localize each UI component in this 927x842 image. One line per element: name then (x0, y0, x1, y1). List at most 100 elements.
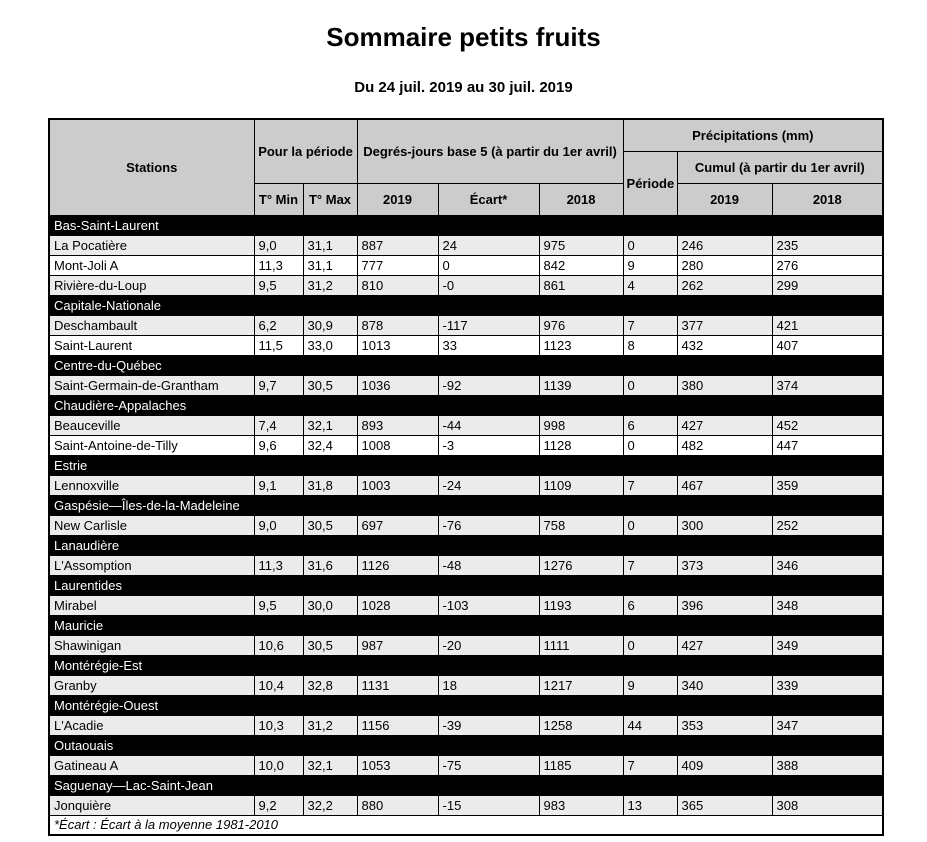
ecart-header: Écart* (437, 182, 540, 216)
dj-2019-cell: 1028 (356, 594, 439, 616)
station-name-cell: Mirabel (48, 594, 255, 616)
station-name-cell: La Pocatière (48, 234, 255, 256)
precip-2019-cell: 409 (676, 754, 773, 776)
region-name-cell: Mauricie (48, 614, 884, 636)
station-name-cell: Rivière-du-Loup (48, 274, 255, 296)
tmax-cell: 30,5 (302, 634, 358, 656)
periode-header: Période (622, 150, 678, 216)
station-name-cell: Beauceville (48, 414, 255, 436)
station-name-cell: Jonquière (48, 794, 255, 816)
region-row: Montérégie-Ouest (48, 694, 884, 716)
region-name-cell: Laurentides (48, 574, 884, 596)
tmin-cell: 11,5 (253, 334, 304, 356)
periode-cell: 9 (622, 254, 678, 276)
region-name-cell: Capitale-Nationale (48, 294, 884, 316)
precip-2019-cell: 427 (676, 634, 773, 656)
dj-2019-cell: 1131 (356, 674, 439, 696)
precip-2019-cell: 427 (676, 414, 773, 436)
station-name-cell: Saint-Laurent (48, 334, 255, 356)
ecart-cell: -20 (437, 634, 540, 656)
tmax-cell: 30,9 (302, 314, 358, 336)
periode-cell: 0 (622, 634, 678, 656)
ecart-cell: 18 (437, 674, 540, 696)
station-row: Granby 10,4 32,8 1131 18 1217 9 340 339 (48, 674, 884, 696)
dj-2019-cell: 1053 (356, 754, 439, 776)
periode-cell: 4 (622, 274, 678, 296)
ecart-cell: -117 (437, 314, 540, 336)
precip-2018-cell: 421 (771, 314, 884, 336)
region-row: Saguenay—Lac-Saint-Jean (48, 774, 884, 796)
periode-cell: 0 (622, 434, 678, 456)
region-row: Gaspésie—Îles-de-la-Madeleine (48, 494, 884, 516)
precip-2019-cell: 396 (676, 594, 773, 616)
table-header: Stations Pour la période Degrés-jours ba… (48, 118, 884, 216)
station-row: Saint-Germain-de-Grantham 9,7 30,5 1036 -92 1… (48, 374, 884, 396)
region-name-cell: Centre-du-Québec (48, 354, 884, 376)
region-name-cell: Bas-Saint-Laurent (48, 214, 884, 236)
region-name-cell: Estrie (48, 454, 884, 476)
region-row: Bas-Saint-Laurent (48, 214, 884, 236)
tmax-cell: 32,1 (302, 414, 358, 436)
dj-2019-cell: 987 (356, 634, 439, 656)
ecart-cell: -24 (437, 474, 540, 496)
precip-2019-cell: 467 (676, 474, 773, 496)
periode-cell: 0 (622, 234, 678, 256)
ecart-cell: -3 (437, 434, 540, 456)
precip-2019-cell: 377 (676, 314, 773, 336)
tmax-cell: 31,1 (302, 254, 358, 276)
dj-2019-cell: 880 (356, 794, 439, 816)
tmin-cell: 10,6 (253, 634, 304, 656)
periode-cell: 44 (622, 714, 678, 736)
precip-2019-cell: 340 (676, 674, 773, 696)
dj-2018-cell: 975 (538, 234, 624, 256)
station-row: Beauceville 7,4 32,1 893 -44 998 6 427 452 (48, 414, 884, 436)
station-row: Mirabel 9,5 30,0 1028 -103 1193 6 396 348 (48, 594, 884, 616)
station-name-cell: L'Acadie (48, 714, 255, 736)
precip-2019-cell: 380 (676, 374, 773, 396)
precip-2019-header: 2019 (676, 182, 773, 216)
precip-2018-cell: 235 (771, 234, 884, 256)
station-name-cell: Shawinigan (48, 634, 255, 656)
tmax-cell: 31,2 (302, 274, 358, 296)
station-row: L'Acadie 10,3 31,2 1156 -39 1258 44 353 347 (48, 714, 884, 736)
periode-cell: 0 (622, 374, 678, 396)
dj-2018-cell: 1258 (538, 714, 624, 736)
ecart-cell: 24 (437, 234, 540, 256)
station-name-cell: Granby (48, 674, 255, 696)
precip-2018-cell: 347 (771, 714, 884, 736)
dj-2018-cell: 842 (538, 254, 624, 276)
tmax-cell: 32,4 (302, 434, 358, 456)
tmin-cell: 10,4 (253, 674, 304, 696)
periode-cell: 6 (622, 414, 678, 436)
ecart-cell: 33 (437, 334, 540, 356)
dj-2018-cell: 976 (538, 314, 624, 336)
dj-2019-cell: 1126 (356, 554, 439, 576)
region-row: Centre-du-Québec (48, 354, 884, 376)
periode-cell: 7 (622, 754, 678, 776)
dj-2019-cell: 1008 (356, 434, 439, 456)
dj-2019-cell: 1156 (356, 714, 439, 736)
dj-2018-cell: 758 (538, 514, 624, 536)
dj-2019-cell: 1003 (356, 474, 439, 496)
page-title: Sommaire petits fruits (326, 22, 601, 52)
precip-2019-cell: 280 (676, 254, 773, 276)
region-name-cell: Outaouais (48, 734, 884, 756)
precip-2018-cell: 359 (771, 474, 884, 496)
ecart-cell: -76 (437, 514, 540, 536)
precip-2018-cell: 452 (771, 414, 884, 436)
table-body: Bas-Saint-Laurent La Pocatière 9,0 31,1 887 2… (48, 214, 884, 816)
station-name-cell: New Carlisle (48, 514, 255, 536)
precip-2018-cell: 407 (771, 334, 884, 356)
dj-2018-cell: 1193 (538, 594, 624, 616)
station-row: Rivière-du-Loup 9,5 31,2 810 -0 861 4 262 299 (48, 274, 884, 296)
dj-2019-cell: 878 (356, 314, 439, 336)
tmin-cell: 10,3 (253, 714, 304, 736)
region-row: Lanaudière (48, 534, 884, 556)
tmin-cell: 11,3 (253, 554, 304, 576)
tmax-cell: 30,0 (302, 594, 358, 616)
region-row: Montérégie-Est (48, 654, 884, 676)
region-row: Outaouais (48, 734, 884, 756)
degree-days-group-header: Degrés-jours base 5 (à partir du 1er avr… (356, 118, 624, 184)
stations-header: Stations (48, 118, 255, 216)
region-row: Laurentides (48, 574, 884, 596)
